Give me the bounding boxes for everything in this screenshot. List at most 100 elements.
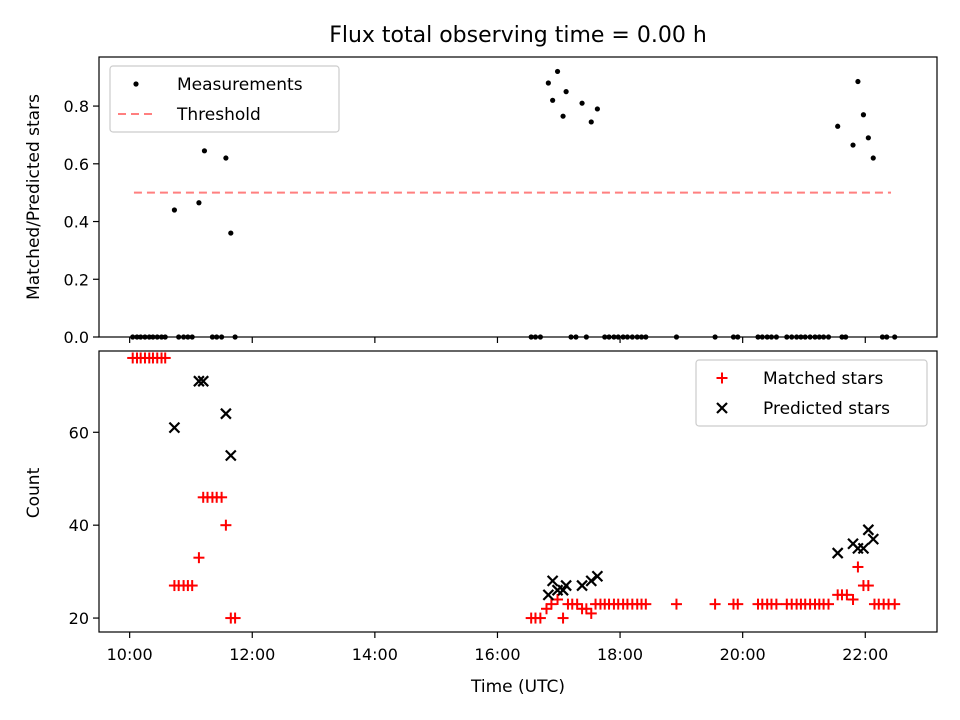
legend-box (109, 65, 340, 133)
marker-stroke (220, 407, 232, 420)
plot-frame (98, 56, 938, 338)
predicted-star-point (197, 375, 209, 387)
y-tick-label: 0.8 (64, 97, 89, 116)
matched-star-point (585, 607, 597, 619)
matched-star-point (186, 580, 198, 592)
matched-star-point (229, 612, 241, 624)
measurement-point (855, 78, 861, 85)
matched-star-point (193, 552, 205, 564)
predicted-star-point (193, 375, 205, 387)
legend-label: Measurements (177, 75, 303, 95)
bottom-plot: 20 40 60 10:00 12:00 14:00 16:00 18:00 20:00 22:0… (69, 350, 938, 664)
measurement-point (223, 155, 229, 161)
marker-stroke (862, 524, 875, 536)
measurement-point (545, 80, 551, 86)
matched-star-point (862, 580, 874, 592)
matched-star-point (889, 598, 901, 610)
predicted-star-point (576, 579, 588, 592)
matched-star-point (670, 598, 682, 610)
legend: Measurements Threshold (109, 65, 340, 133)
matched-star-point (545, 598, 557, 610)
x-tick-label: 22:00 (842, 645, 888, 664)
measurement-point (196, 200, 202, 206)
matched-star-point (822, 598, 834, 610)
y-tick-label: 0.4 (64, 213, 89, 232)
marker-stroke (542, 589, 555, 601)
measurement-point (579, 100, 585, 106)
matched-star-point (770, 598, 782, 610)
marker-stroke (857, 542, 870, 555)
measurement-point (554, 68, 561, 75)
legend-dot-icon (133, 81, 139, 87)
x-tick-label: 12:00 (229, 645, 275, 664)
marker-stroke (560, 579, 572, 592)
y-tick-label: 20 (69, 609, 89, 628)
matched-star-point (841, 589, 853, 601)
top-plot: 0.0 0.2 0.4 0.6 0.8 Measurements Threshold (64, 56, 938, 347)
x-tick-label: 14:00 (352, 645, 398, 664)
y-tick-label: 0.2 (64, 270, 89, 289)
marker-stroke (831, 547, 844, 559)
predicted-star-point (546, 575, 559, 587)
predicted-star-point (831, 547, 844, 559)
marker-stroke (716, 402, 728, 414)
matched-star-point (847, 593, 859, 605)
matched-star-point (852, 561, 864, 573)
legend-label: Matched stars (763, 369, 883, 389)
matched-star-point (552, 593, 564, 605)
measurement-point (870, 155, 876, 161)
matched-star-point (216, 491, 228, 503)
top-y-axis-label: Matched/Predicted stars (24, 94, 44, 300)
marker-stroke (546, 575, 559, 587)
marker-stroke (576, 579, 588, 592)
matched-star-point (159, 352, 171, 364)
measurement-point (228, 230, 234, 236)
measurement-point (201, 148, 208, 154)
predicted-star-point (168, 421, 181, 434)
marker-stroke (197, 375, 209, 387)
predicted-star-point (225, 449, 237, 462)
chart-title: Flux total observing time = 0.00 h (329, 23, 707, 48)
marker-stroke (867, 533, 880, 545)
y-tick-label: 0.6 (64, 155, 89, 174)
y-tick-label: 40 (69, 516, 89, 535)
matched-star-point (732, 598, 744, 610)
measurement-point (594, 106, 600, 112)
predicted-star-point (591, 570, 604, 583)
measurement-point (865, 135, 871, 141)
x-tick-label: 16:00 (474, 645, 520, 664)
legend-box (695, 359, 928, 427)
marker-stroke (225, 449, 237, 462)
predicted-star-point (542, 589, 555, 601)
legend-plus-icon (716, 372, 728, 384)
matched-star-point (220, 519, 232, 531)
measurement-point (171, 207, 178, 213)
x-tick-label: 20:00 (720, 645, 766, 664)
legend-label: Predicted stars (763, 399, 890, 419)
legend-x-icon (716, 402, 728, 414)
marker-stroke (591, 570, 604, 583)
marker-stroke (168, 421, 181, 434)
marker-stroke (193, 375, 205, 387)
predicted-star-point (857, 542, 870, 555)
x-tick-label: 10:00 (107, 645, 153, 664)
matched-star-point (534, 612, 546, 624)
predicted-star-point (220, 407, 232, 420)
legend: Matched stars Predicted stars (695, 359, 928, 427)
matched-star-point (557, 612, 569, 624)
matched-star-point (640, 598, 652, 610)
x-tick-label: 18:00 (597, 645, 643, 664)
measurement-point (550, 97, 556, 103)
x-axis-label: Time (UTC) (470, 677, 565, 697)
legend-label: Threshold (176, 105, 261, 125)
measurement-point (560, 113, 566, 119)
measurement-point (860, 112, 867, 118)
measurement-point (563, 89, 569, 95)
plot-frame (98, 350, 938, 633)
predicted-star-point (560, 579, 572, 592)
predicted-star-point (862, 524, 875, 536)
measurement-point (588, 119, 594, 125)
measurement-point (850, 142, 856, 148)
bottom-y-axis-label: Count (24, 467, 44, 518)
